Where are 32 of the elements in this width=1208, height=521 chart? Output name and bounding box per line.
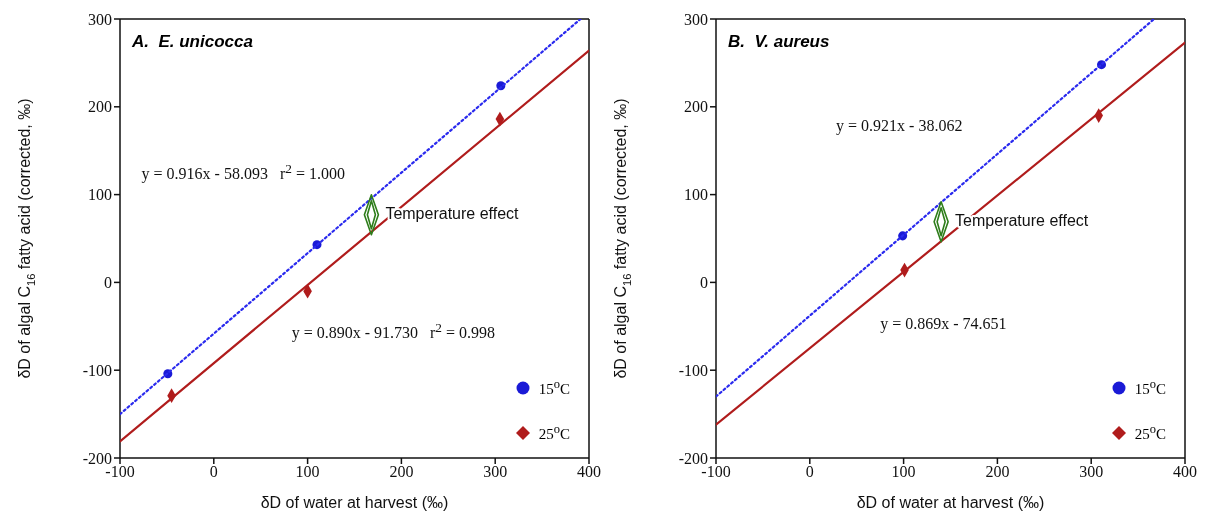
legend-label: 15$^{o}$C	[1134, 377, 1166, 398]
y-tick-label: 300	[684, 10, 708, 28]
y-tick-label: -100	[678, 361, 708, 379]
text: A. E. unicocca	[132, 32, 253, 52]
x-axis-title: δD of water at harvest (‰)	[856, 494, 1045, 511]
y-tick-label: 0	[700, 274, 708, 292]
x-tick-label: 0	[805, 463, 814, 481]
legend-label: 25$^{o}$C	[538, 422, 570, 443]
y-tick-label: 100	[88, 186, 112, 204]
y-tick-label: 0	[104, 274, 112, 292]
legend-label: 25$^{o}$C	[1134, 422, 1166, 443]
x-tick-label: 200	[389, 463, 414, 481]
y-tick-label: 100	[684, 186, 708, 204]
x-tick-label: 100	[295, 463, 320, 481]
y-tick-label: 200	[684, 98, 708, 116]
annotation: y = 0.921x - 38.062	[836, 116, 963, 137]
x-tick-label: 200	[985, 463, 1010, 481]
annotation: y = 0.916x - 58.093 r$^{2}$ = 1.000	[141, 160, 345, 185]
legend-label: 15$^{o}$C	[538, 377, 570, 398]
x-tick-label: 300	[1079, 463, 1104, 481]
x-tick-label: 100	[891, 463, 916, 481]
y-tick-label: -100	[82, 361, 112, 379]
annotation: y = 0.869x - 74.651	[880, 313, 1007, 334]
annotation: y = 0.890x - 91.730 r$^{2}$ = 0.998	[291, 319, 496, 344]
x-tick-label: 400	[1173, 463, 1197, 481]
y-tick-label: 200	[88, 98, 112, 116]
y-tick-label: 300	[88, 10, 112, 28]
text: B. V. aureus	[728, 32, 830, 52]
x-tick-label: 400	[577, 463, 601, 481]
x-tick-label: 300	[483, 463, 508, 481]
x-axis-title: δD of water at harvest (‰)	[260, 494, 449, 511]
x-tick-label: 0	[209, 463, 218, 481]
